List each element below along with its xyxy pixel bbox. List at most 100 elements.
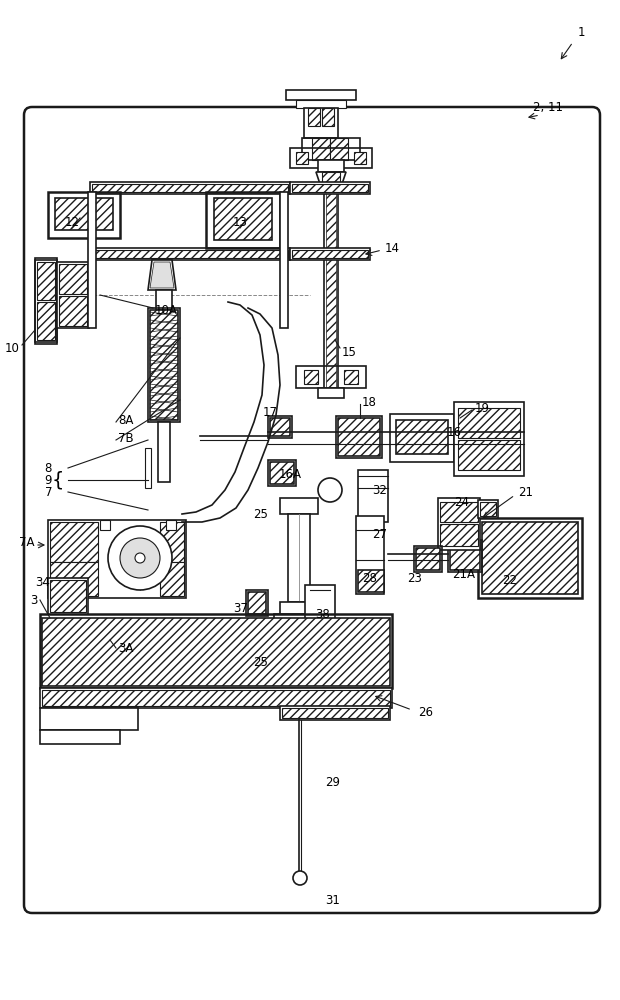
Bar [90,182,290,194]
Text: 13: 13 [232,216,247,229]
Bar [438,498,480,550]
Text: 23: 23 [407,572,422,584]
Bar [292,184,368,192]
Bar [288,514,310,602]
Bar [356,516,384,594]
Bar [416,548,440,570]
Bar [358,570,384,592]
Bar [390,414,454,462]
Text: 9: 9 [45,474,52,487]
Bar [268,460,296,486]
Bar [458,408,520,438]
Bar [302,138,360,160]
Bar [42,690,390,706]
Bar [478,500,498,518]
Bar [57,262,89,328]
Bar [454,402,524,476]
Bar [318,388,344,398]
Bar [336,416,382,458]
Bar [440,502,478,522]
Text: 16: 16 [447,426,462,438]
Bar [206,192,280,248]
Text: 17: 17 [263,406,278,418]
Text: 34: 34 [35,576,50,588]
Bar [304,370,318,384]
Bar [308,108,320,126]
Text: 19: 19 [475,401,490,414]
Bar [92,250,288,258]
Bar [42,618,390,686]
Text: 25: 25 [253,508,268,520]
Bar [326,192,336,388]
Text: 24: 24 [454,495,469,508]
Bar [48,578,88,614]
Bar [50,580,86,612]
Bar [280,706,390,720]
Bar [270,462,294,484]
Bar [59,296,87,326]
Bar [322,108,334,126]
Polygon shape [150,262,174,288]
Text: 37: 37 [233,601,248,614]
Text: 8A: 8A [118,414,133,426]
Text: 8: 8 [45,462,52,475]
Bar [292,250,368,258]
Text: 7B: 7B [118,432,134,444]
Text: {: { [52,471,64,489]
Bar [37,262,55,300]
Text: 18: 18 [362,395,377,408]
Bar [304,108,338,138]
Text: 25: 25 [253,656,268,668]
Bar [160,522,184,562]
Circle shape [293,871,307,885]
Bar [35,258,57,344]
Bar [48,520,186,598]
FancyBboxPatch shape [24,107,600,913]
Bar [318,160,344,172]
Text: 32: 32 [372,484,387,496]
Text: 3A: 3A [118,642,133,654]
Bar [280,602,318,618]
Bar [40,614,392,688]
Bar [448,540,482,572]
Text: 7: 7 [45,486,52,498]
Bar [358,470,388,522]
Bar [290,248,370,260]
Text: 3: 3 [30,593,38,606]
Bar [280,192,288,328]
Text: 21: 21 [518,486,533,498]
Bar [48,192,120,238]
Bar [440,524,478,546]
Bar [92,184,288,192]
Bar [324,190,338,390]
Bar [482,522,578,594]
Bar [40,730,120,744]
Text: 7A: 7A [19,536,35,548]
Bar [322,172,340,190]
Text: 21A: 21A [452,568,475,582]
Bar [290,148,372,168]
Bar [268,416,292,438]
Bar [480,502,496,516]
Bar [305,585,335,623]
Polygon shape [148,260,176,290]
Bar [312,138,330,160]
Text: 27: 27 [372,528,387,542]
Text: 1: 1 [577,25,585,38]
Bar [274,614,324,622]
Bar [458,440,520,470]
Text: 12: 12 [64,216,79,229]
Polygon shape [316,172,346,190]
Bar [145,448,151,488]
Bar [37,302,55,340]
Bar [280,498,318,514]
Bar [40,708,138,730]
Bar [166,520,176,530]
Text: 16A: 16A [279,468,302,482]
Bar [338,418,380,456]
Text: 14: 14 [385,241,400,254]
Text: 38: 38 [315,608,330,621]
Bar [290,182,370,194]
Bar [35,260,57,342]
Bar [156,290,172,310]
